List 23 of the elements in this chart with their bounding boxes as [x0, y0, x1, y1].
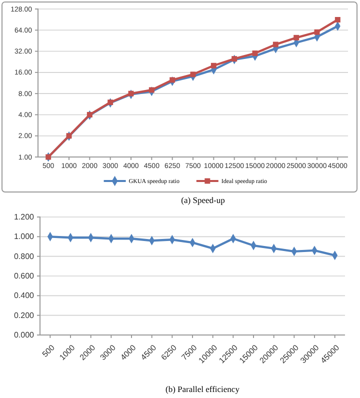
y-tick-label: 1.200 — [14, 212, 35, 222]
y-tick-label: 0.200 — [14, 310, 35, 320]
text: (a) Speed-up — [181, 195, 225, 205]
point — [128, 90, 134, 96]
point — [170, 77, 176, 83]
point — [334, 17, 340, 22]
y-tick-label: 1.000 — [14, 232, 35, 242]
point — [86, 112, 92, 118]
point — [252, 50, 258, 56]
point — [148, 87, 154, 93]
point — [272, 42, 278, 48]
y-tick-label: 0.800 — [14, 252, 35, 261]
x-tick-label: 500 — [40, 342, 57, 359]
point — [314, 29, 320, 35]
text: (b) Parallel efficiency — [166, 384, 240, 394]
point — [210, 62, 216, 68]
y-tick-label: 0.400 — [14, 291, 35, 300]
point — [232, 56, 238, 62]
y-tick-label: 0.000 — [14, 330, 35, 340]
point — [108, 100, 114, 106]
y-tick-label: 0.600 — [14, 272, 35, 281]
point — [190, 72, 196, 78]
point — [294, 34, 300, 40]
